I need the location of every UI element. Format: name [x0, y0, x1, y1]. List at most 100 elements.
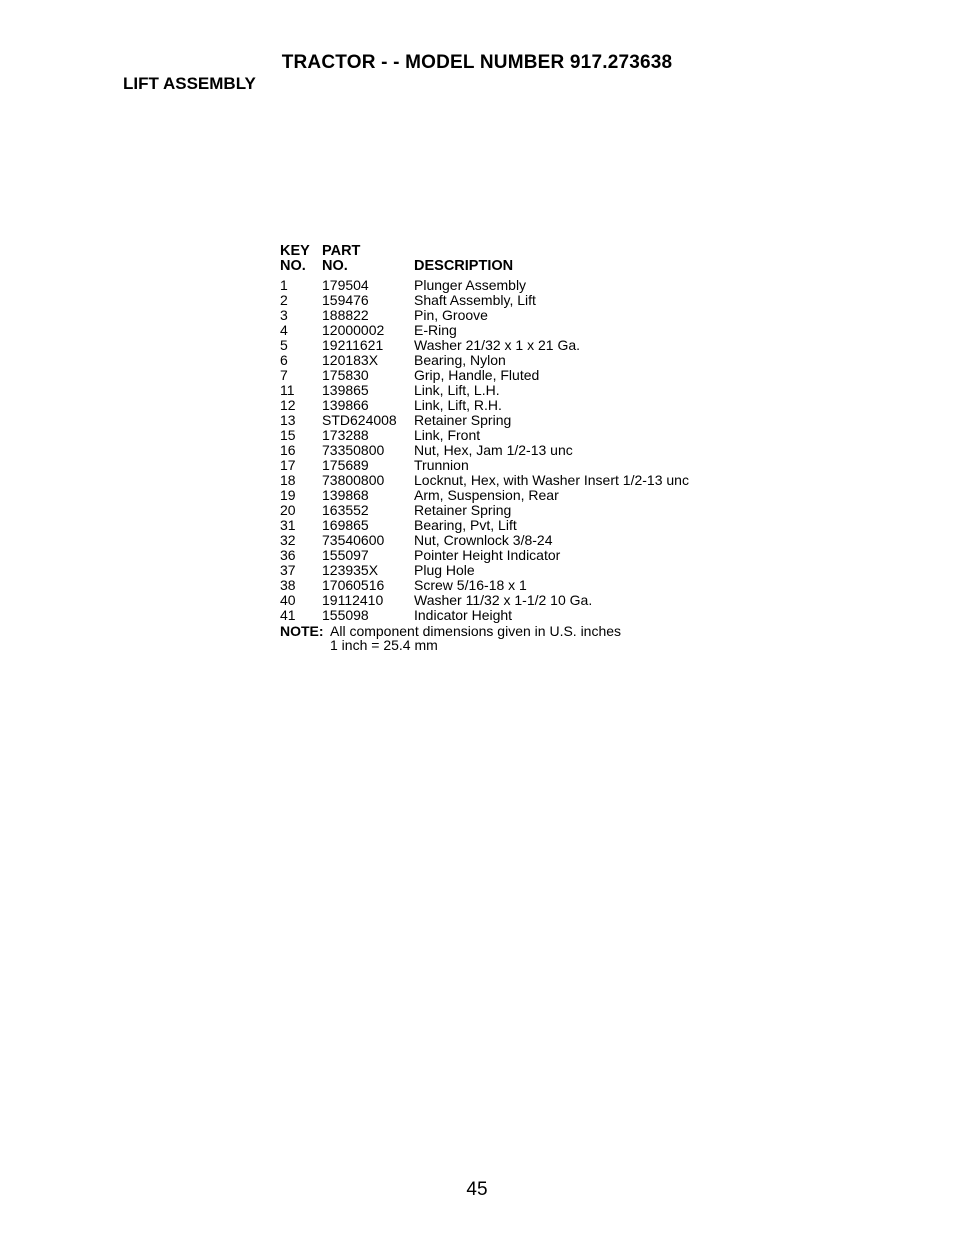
table-row: 6120183XBearing, Nylon [280, 352, 689, 367]
table-row: 41155098Indicator Height [280, 607, 689, 622]
cell-part: 175830 [322, 368, 414, 382]
table-row: 1179504Plunger Assembly [280, 277, 689, 292]
table-row: 15173288Link, Front [280, 427, 689, 442]
cell-part: 19112410 [322, 593, 414, 607]
cell-desc: Locknut, Hex, with Washer Insert 1/2-13 … [414, 473, 689, 487]
table-row: 31169865Bearing, Pvt, Lift [280, 517, 689, 532]
cell-key: 16 [280, 443, 322, 457]
cell-part: 139868 [322, 488, 414, 502]
cell-desc: Retainer Spring [414, 413, 511, 427]
page-title: TRACTOR - - MODEL NUMBER 917.273638 [0, 52, 954, 74]
cell-desc: Shaft Assembly, Lift [414, 293, 536, 307]
cell-part: 179504 [322, 278, 414, 292]
cell-desc: Retainer Spring [414, 503, 511, 517]
cell-key: 12 [280, 398, 322, 412]
cell-part: 73350800 [322, 443, 414, 457]
table-row: 19139868Arm, Suspension, Rear [280, 487, 689, 502]
table-header-row-2: NO. NO. DESCRIPTION [280, 259, 689, 274]
cell-part: 120183X [322, 353, 414, 367]
table-row: 3817060516Screw 5/16-18 x 1 [280, 577, 689, 592]
cell-desc: Link, Lift, L.H. [414, 383, 500, 397]
cell-desc: E-Ring [414, 323, 457, 337]
table-body: 1179504Plunger Assembly2159476Shaft Asse… [280, 277, 689, 622]
cell-part: 73540600 [322, 533, 414, 547]
cell-desc: Nut, Crownlock 3/8-24 [414, 533, 553, 547]
col-header-desc-2: DESCRIPTION [414, 259, 513, 274]
page: TRACTOR - - MODEL NUMBER 917.273638 LIFT… [0, 0, 954, 1239]
cell-desc: Bearing, Nylon [414, 353, 506, 367]
table-row: 3188822Pin, Groove [280, 307, 689, 322]
cell-part: 175689 [322, 458, 414, 472]
cell-desc: Pointer Height Indicator [414, 548, 560, 562]
table-row: 17175689Trunnion [280, 457, 689, 472]
cell-part: 155098 [322, 608, 414, 622]
cell-key: 17 [280, 458, 322, 472]
cell-key: 6 [280, 353, 322, 367]
page-subtitle: LIFT ASSEMBLY [123, 74, 256, 94]
col-header-key-1: KEY [280, 244, 322, 259]
cell-key: 38 [280, 578, 322, 592]
cell-desc: Screw 5/16-18 x 1 [414, 578, 527, 592]
table-row: 1673350800Nut, Hex, Jam 1/2-13 unc [280, 442, 689, 457]
cell-key: 31 [280, 518, 322, 532]
cell-desc: Washer 21/32 x 1 x 21 Ga. [414, 338, 580, 352]
cell-part: 169865 [322, 518, 414, 532]
cell-desc: Link, Front [414, 428, 480, 442]
table-row: 12139866Link, Lift, R.H. [280, 397, 689, 412]
table-header-row-1: KEY PART [280, 244, 689, 259]
cell-part: 159476 [322, 293, 414, 307]
parts-table: KEY PART NO. NO. DESCRIPTION 1179504Plun… [280, 244, 689, 652]
table-row: 412000002E-Ring [280, 322, 689, 337]
note-text-1: All component dimensions given in U.S. i… [330, 624, 621, 638]
table-row: 519211621Washer 21/32 x 1 x 21 Ga. [280, 337, 689, 352]
col-header-part-1: PART [322, 244, 414, 259]
cell-desc: Plunger Assembly [414, 278, 526, 292]
table-row: 11139865Link, Lift, L.H. [280, 382, 689, 397]
cell-key: 32 [280, 533, 322, 547]
cell-key: 18 [280, 473, 322, 487]
cell-desc: Washer 11/32 x 1-1/2 10 Ga. [414, 593, 592, 607]
cell-key: 19 [280, 488, 322, 502]
col-header-part-2: NO. [322, 259, 414, 274]
table-row: 1873800800Locknut, Hex, with Washer Inse… [280, 472, 689, 487]
cell-desc: Indicator Height [414, 608, 512, 622]
table-row: 7175830Grip, Handle, Fluted [280, 367, 689, 382]
table-row: 36155097Pointer Height Indicator [280, 547, 689, 562]
note-text-2: 1 inch = 25.4 mm [330, 638, 689, 652]
cell-part: 188822 [322, 308, 414, 322]
cell-part: 163552 [322, 503, 414, 517]
cell-key: 4 [280, 323, 322, 337]
cell-part: 155097 [322, 548, 414, 562]
cell-key: 5 [280, 338, 322, 352]
cell-desc: Pin, Groove [414, 308, 488, 322]
cell-key: 1 [280, 278, 322, 292]
cell-part: 123935X [322, 563, 414, 577]
table-row: 13STD624008Retainer Spring [280, 412, 689, 427]
cell-key: 41 [280, 608, 322, 622]
cell-key: 7 [280, 368, 322, 382]
cell-desc: Trunnion [414, 458, 469, 472]
table-row: 37123935XPlug Hole [280, 562, 689, 577]
cell-part: 17060516 [322, 578, 414, 592]
col-header-key-2: NO. [280, 259, 322, 274]
cell-part: 12000002 [322, 323, 414, 337]
table-row: 20163552Retainer Spring [280, 502, 689, 517]
cell-part: 173288 [322, 428, 414, 442]
cell-part: 139865 [322, 383, 414, 397]
cell-desc: Bearing, Pvt, Lift [414, 518, 517, 532]
cell-key: 40 [280, 593, 322, 607]
cell-desc: Plug Hole [414, 563, 475, 577]
cell-key: 2 [280, 293, 322, 307]
note-line-1: NOTE: All component dimensions given in … [280, 622, 689, 638]
cell-key: 15 [280, 428, 322, 442]
table-row: 3273540600Nut, Crownlock 3/8-24 [280, 532, 689, 547]
cell-desc: Link, Lift, R.H. [414, 398, 502, 412]
cell-part: 19211621 [322, 338, 414, 352]
table-row: 4019112410Washer 11/32 x 1-1/2 10 Ga. [280, 592, 689, 607]
table-row: 2159476Shaft Assembly, Lift [280, 292, 689, 307]
cell-desc: Nut, Hex, Jam 1/2-13 unc [414, 443, 573, 457]
cell-key: 37 [280, 563, 322, 577]
cell-part: 139866 [322, 398, 414, 412]
cell-key: 13 [280, 413, 322, 427]
note-label: NOTE: [280, 624, 330, 638]
